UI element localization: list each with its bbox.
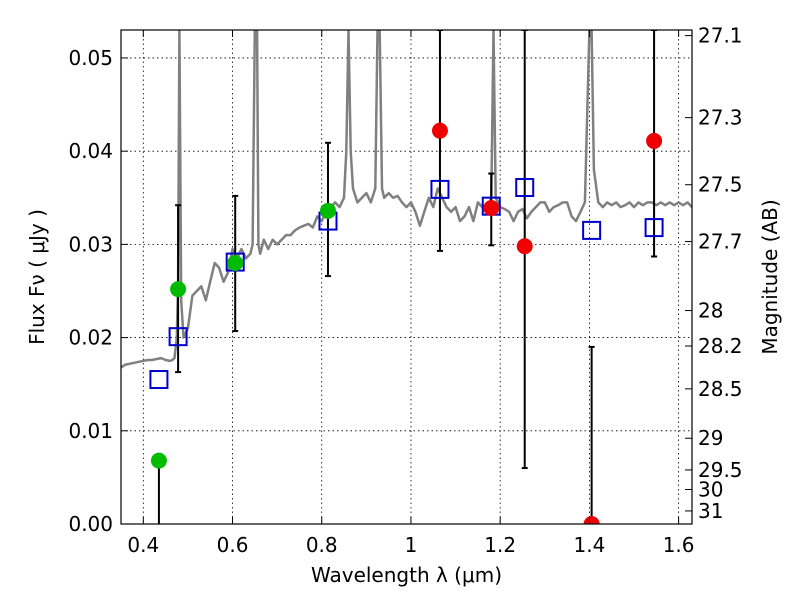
y-tick-label: 0.01 [68,419,113,443]
y-tick-label: 0.04 [68,139,113,163]
x-tick-label: 1.4 [573,533,605,557]
photometry-point [431,122,448,139]
clipped-marks [121,30,692,524]
photometry-point [583,516,600,524]
right-tick-label: 31 [698,499,723,523]
axes-frame [120,29,693,525]
right-axis-title: Magnitude (AB) [758,199,782,354]
axis-ticks: 0.4 0.6 0.8 1 1.2 1.4 1.6 0.00 0.01 0.02 0.03 0.04 0… [68,24,742,557]
x-tick-label: 0.6 [217,533,249,557]
x-tick-label: 1.6 [663,533,695,557]
model-photometry-square [515,178,535,198]
photometry-point [170,281,187,298]
photometry-point [516,238,533,255]
model-photometry-square [644,218,664,238]
x-axis-title: Wavelength λ (μm) [311,563,502,587]
right-tick-label: 28 [698,299,723,323]
x-tick-label: 1 [405,533,418,557]
right-tick-label: 29.5 [698,458,743,482]
right-tick-label: 28.2 [698,334,743,358]
x-tick-label: 0.4 [127,533,159,557]
right-tick-label: 28.5 [698,377,743,401]
y-tick-label: 0.00 [68,512,113,536]
y-tick-label: 0.02 [68,326,113,350]
plot-area [121,30,692,524]
x-tick-label: 0.8 [306,533,338,557]
right-tick-label: 27.3 [698,106,743,130]
model-photometry-square [582,220,602,240]
photometry-point [483,200,500,217]
photometry-point [646,132,663,149]
model-photometry-square [430,179,450,199]
right-tick-label: 29 [698,426,723,450]
photometry-point [319,202,336,219]
y-tick-label: 0.03 [68,232,113,256]
right-tick-label: 27.5 [698,173,743,197]
photometry-point [227,255,244,272]
model-photometry-square [149,370,169,390]
right-tick-label: 27.1 [698,24,743,48]
right-tick-label: 30 [698,478,723,502]
x-tick-label: 1.2 [484,533,516,557]
y-tick-label: 0.05 [68,46,113,70]
photometry-point [150,452,167,469]
spectrum-line [121,30,692,369]
right-tick-label: 27.7 [698,230,743,254]
model-photometry-square [168,327,188,347]
y-axis-title: Flux Fν ( μJy ) [25,209,49,345]
